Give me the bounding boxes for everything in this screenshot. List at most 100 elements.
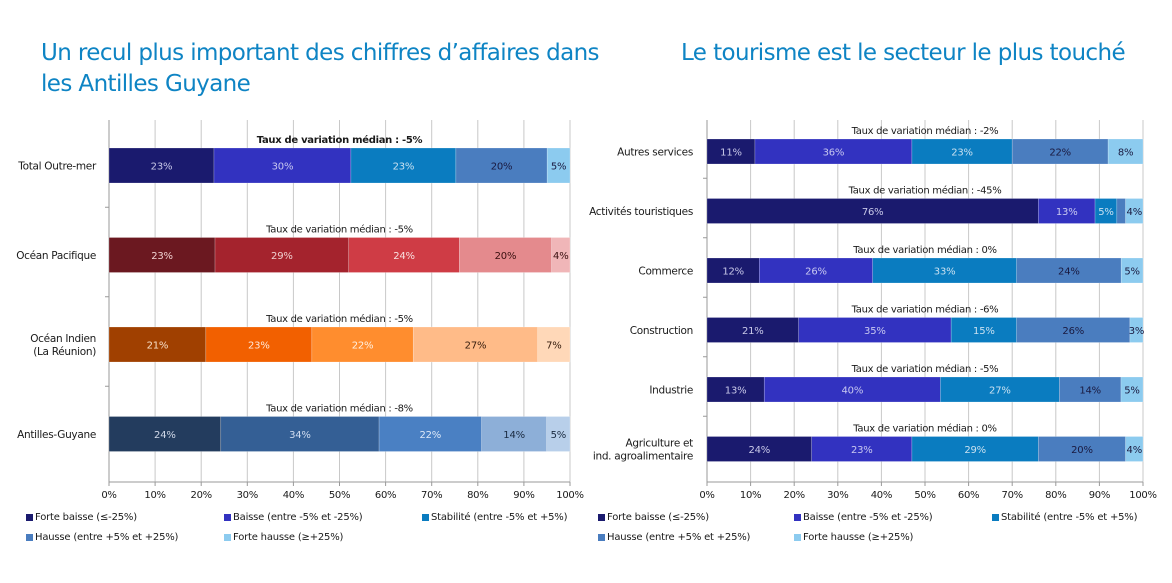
left-bar-segment [108,326,207,363]
right-bar-segment [1125,198,1144,224]
left-bar-segment [350,147,457,184]
legend-label: Baisse (entre -5% et -25%) [803,512,933,523]
legend-swatch-icon [26,534,33,541]
right-category-label: Autres services [617,147,693,159]
right-bar-segment [706,317,799,343]
right-x-tick-label: 60% [958,490,979,501]
left-bar-segment [551,237,571,273]
right-bar-segment [1038,198,1096,224]
right-segment-label: 36% [823,148,845,159]
right-bar-segment [1011,138,1109,165]
right-x-tick-label: 0% [699,490,714,501]
right-segment-label: 35% [864,326,886,337]
right-segment-label: 5% [1124,386,1139,397]
right-segment-label: 8% [1118,148,1133,159]
left-segment-label: 5% [551,430,566,441]
legend-label: Stabilité (entre -5% et +5%) [431,512,568,523]
right-median-annotation: Taux de variation médian : -45% [848,185,1002,197]
legend-item: Hausse (entre +5% et +25%) [598,532,750,543]
legend-label: Hausse (entre +5% et +25%) [607,532,751,543]
left-x-tick-label: 10% [144,490,165,501]
right-segment-label: 33% [934,267,956,278]
left-category-label: Total Outre-mer [17,161,97,173]
right-segment-label: 5% [1098,207,1113,218]
legend-swatch-icon [26,514,33,521]
right-bar-segment [1120,376,1144,403]
legend-item: Baisse (entre -5% et -25%) [794,512,933,523]
right-segment-label: 23% [951,148,973,159]
right-category-label: Agriculture et [626,438,694,450]
left-x-tick-label: 0% [101,490,116,501]
left-segment-label: 23% [151,251,173,262]
right-bar-segment [1016,317,1131,343]
left-bar-segment [378,416,482,452]
left-x-tick-label: 30% [237,490,258,501]
left-median-annotation: Taux de variation médian : -5% [265,224,413,236]
right-segment-label: 24% [1058,267,1080,278]
left-median-annotation: Taux de variation médian : -8% [265,403,413,415]
legend-item: Forte baisse (≤-25%) [26,512,137,523]
right-bar-segment [911,436,1039,462]
right-segment-label: 3% [1129,326,1144,337]
left-bar-segment [348,237,460,273]
right-segment-label: 20% [1071,445,1093,456]
left-segment-label: 7% [546,341,561,352]
left-x-tick-label: 90% [513,490,534,501]
right-segment-label: 15% [973,326,995,337]
left-segment-label: 20% [495,251,517,262]
right-x-tick-label: 40% [871,490,892,501]
right-bar-segment [706,257,760,284]
right-segment-label: 26% [805,267,827,278]
right-bar-segment [1116,198,1126,224]
right-bar-segment [1107,138,1144,165]
right-category-label: ind. agroalimentaire [593,451,693,463]
right-bar-segment [1125,436,1144,462]
right-bar-segment [1120,257,1144,284]
right-segment-label: 22% [1049,148,1071,159]
right-bar-segment [754,138,913,165]
legend-item: Stabilité (entre -5% et +5%) [992,512,1138,523]
right-x-tick-label: 70% [1002,490,1023,501]
left-x-tick-label: 20% [191,490,212,501]
right-bar-segment [950,317,1017,343]
legend-item: Hausse (entre +5% et +25%) [26,532,178,543]
right-segment-label: 13% [725,386,747,397]
legend-swatch-icon [224,514,231,521]
left-segment-label: 27% [465,341,487,352]
right-median-annotation: Taux de variation médian : -5% [851,363,999,375]
legend-label: Forte hausse (≥+25%) [803,532,914,543]
left-x-tick-label: 80% [467,490,488,501]
right-x-tick-label: 10% [740,490,761,501]
left-bar-segment [220,416,380,452]
right-bar-segment [706,436,812,462]
legend-label: Forte hausse (≥+25%) [233,532,344,543]
left-segment-label: 22% [419,430,441,441]
left-x-tick-label: 40% [283,490,304,501]
legend-item: Forte hausse (≥+25%) [224,532,343,543]
legend-swatch-icon [992,514,999,521]
legend-label: Hausse (entre +5% et +25%) [35,532,179,543]
legend-swatch-icon [598,534,605,541]
left-bar-segment [481,416,548,452]
left-median-annotation: Taux de variation médian : -5% [265,313,413,325]
left-x-tick-label: 50% [329,490,350,501]
right-chart-title: Le tourisme est le secteur le plus touch… [681,40,1126,66]
left-bar-segment [311,326,414,363]
right-segment-label: 24% [748,445,770,456]
right-segment-label: 21% [742,326,764,337]
legend-swatch-icon [598,514,605,521]
left-category-label: Antilles-Guyane [17,429,96,441]
left-bar-segment [537,326,571,363]
left-bar-segment [214,237,350,273]
right-median-annotation: Taux de variation médian : 0% [852,423,996,435]
legend-swatch-icon [794,534,801,541]
right-x-tick-label: 30% [827,490,848,501]
left-segment-label: 34% [289,430,311,441]
legend-item: Baisse (entre -5% et -25%) [224,512,363,523]
left-bar-segment [213,147,352,184]
left-bar-segment [546,147,571,184]
right-segment-label: 26% [1062,326,1084,337]
legend-item: Forte baisse (≤-25%) [598,512,709,523]
left-segment-label: 21% [147,341,169,352]
right-x-tick-label: 50% [914,490,935,501]
